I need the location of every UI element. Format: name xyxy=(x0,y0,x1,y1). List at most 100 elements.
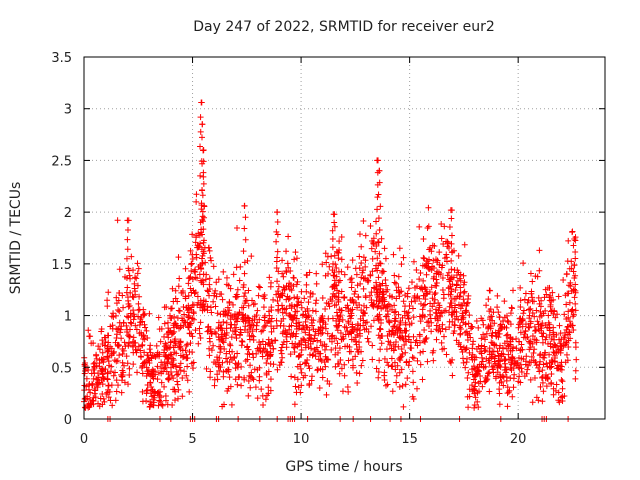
data-point xyxy=(428,328,435,335)
data-point xyxy=(187,285,194,292)
data-point xyxy=(556,322,563,329)
data-point xyxy=(457,322,464,329)
data-point xyxy=(119,359,126,366)
data-point xyxy=(140,306,147,313)
data-point xyxy=(378,305,385,312)
data-point xyxy=(116,266,123,273)
data-point xyxy=(104,345,111,352)
data-point xyxy=(518,341,525,348)
data-point xyxy=(494,292,501,299)
data-point xyxy=(408,298,415,305)
data-point xyxy=(123,322,130,329)
data-point xyxy=(561,311,568,318)
data-point xyxy=(291,374,298,381)
data-point xyxy=(518,369,525,376)
data-point xyxy=(242,313,249,320)
data-point xyxy=(404,293,411,300)
data-point xyxy=(360,254,367,261)
data-point xyxy=(350,362,357,369)
data-point xyxy=(367,223,374,230)
data-point xyxy=(381,369,388,376)
data-point xyxy=(338,256,345,263)
data-point xyxy=(437,328,444,335)
data-point xyxy=(396,293,403,300)
data-point xyxy=(240,315,247,322)
data-point xyxy=(563,301,570,308)
data-point xyxy=(507,310,514,317)
data-point xyxy=(200,271,207,278)
data-point xyxy=(500,382,507,389)
data-point xyxy=(331,252,338,259)
data-point xyxy=(277,359,284,366)
data-point xyxy=(571,274,578,281)
data-point xyxy=(130,307,137,314)
data-point xyxy=(186,388,193,395)
data-point xyxy=(168,372,175,379)
data-point xyxy=(266,312,273,319)
data-point xyxy=(475,324,482,331)
data-point xyxy=(245,392,252,399)
data-point xyxy=(241,376,248,383)
data-point xyxy=(247,384,254,391)
data-point xyxy=(284,260,291,267)
data-point xyxy=(393,280,400,287)
y-tick-label: 3.5 xyxy=(51,51,72,66)
data-point xyxy=(410,258,417,265)
data-point xyxy=(429,303,436,310)
data-point xyxy=(486,388,493,395)
data-point xyxy=(490,369,497,376)
data-point xyxy=(245,377,252,384)
data-point xyxy=(239,312,246,319)
data-point xyxy=(344,343,351,350)
data-point xyxy=(345,318,352,325)
data-point xyxy=(278,291,285,298)
data-point xyxy=(235,374,242,381)
data-point xyxy=(241,293,248,300)
data-point xyxy=(570,327,577,334)
data-point xyxy=(520,310,527,317)
data-point xyxy=(558,366,565,373)
data-point xyxy=(386,341,393,348)
data-point xyxy=(427,244,434,251)
data-point xyxy=(127,319,134,326)
data-point xyxy=(376,179,383,186)
y-tick-label: 2.5 xyxy=(51,154,72,169)
data-point xyxy=(164,319,171,326)
data-point xyxy=(234,350,241,357)
data-point xyxy=(267,376,274,383)
data-point xyxy=(301,295,308,302)
data-point xyxy=(163,344,170,351)
data-point xyxy=(277,347,284,354)
data-point xyxy=(571,286,578,293)
data-point xyxy=(189,256,196,263)
data-point xyxy=(192,239,199,246)
data-point xyxy=(476,361,483,368)
data-point xyxy=(534,318,541,325)
data-point xyxy=(324,330,331,337)
data-point xyxy=(373,218,380,225)
data-point xyxy=(334,340,341,347)
data-point xyxy=(161,320,168,327)
data-point xyxy=(260,304,267,311)
data-point xyxy=(479,383,486,390)
data-point xyxy=(530,349,537,356)
data-point xyxy=(571,261,578,268)
data-point xyxy=(162,364,169,371)
data-point xyxy=(390,251,397,258)
data-point xyxy=(294,363,301,370)
data-point xyxy=(270,325,277,332)
data-point xyxy=(460,272,467,279)
data-point xyxy=(359,357,366,364)
data-point xyxy=(565,308,572,315)
data-point xyxy=(379,291,386,298)
data-point xyxy=(174,395,181,402)
data-point xyxy=(273,265,280,272)
data-point xyxy=(410,333,417,340)
data-point xyxy=(112,339,119,346)
data-point xyxy=(82,395,89,402)
data-point xyxy=(328,346,335,353)
data-point xyxy=(457,289,464,296)
data-point xyxy=(501,314,508,321)
data-point xyxy=(447,359,454,366)
data-point xyxy=(197,319,204,326)
